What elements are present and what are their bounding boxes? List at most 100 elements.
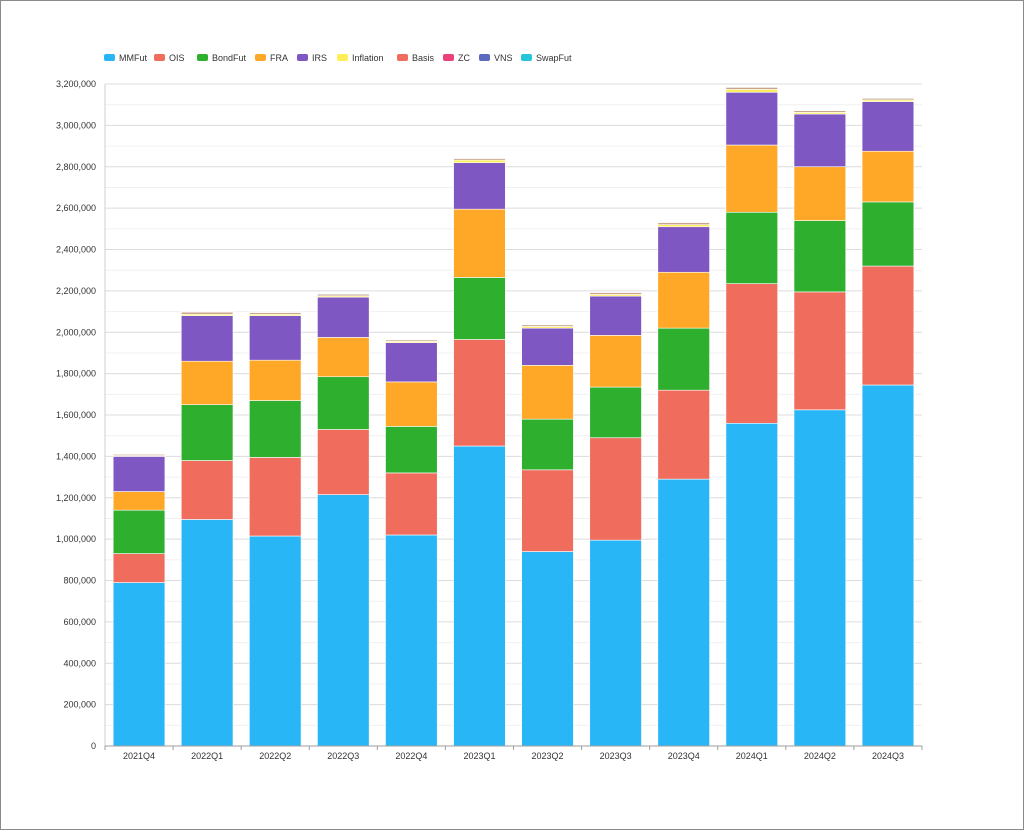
- legend-label-fra[interactable]: FRA: [270, 53, 288, 63]
- bar-2023q3-irs[interactable]: [589, 295, 642, 336]
- bar-2022q4-bondfut[interactable]: [385, 426, 438, 474]
- bar-2022q1-mmfut[interactable]: [180, 519, 234, 747]
- y-tick-label: 2,600,000: [56, 203, 96, 213]
- legend-label-swapfut[interactable]: SwapFut: [536, 53, 572, 63]
- legend-label-inflation[interactable]: Inflation: [352, 53, 384, 63]
- bar-2022q4-fra[interactable]: [385, 381, 438, 427]
- bar-2023q4-fra[interactable]: [657, 271, 710, 329]
- bar-2023q2-ois[interactable]: [521, 469, 574, 552]
- legend-label-mmfut[interactable]: MMFut: [119, 53, 147, 63]
- legend-swatch-mmfut: [104, 54, 115, 61]
- legend-swatch-bondfut: [197, 54, 208, 61]
- bars: [112, 86, 915, 747]
- bar-2024q2-bondfut[interactable]: [793, 220, 847, 293]
- y-axis: 0 200,000 400,000 600,000 800,000 1,000,000 1,…: [56, 79, 106, 751]
- bar-2021q4-bondfut[interactable]: [112, 509, 166, 554]
- bar-2022q1-basis[interactable]: [180, 311, 234, 315]
- bar-2022q1-bondfut[interactable]: [180, 404, 234, 461]
- x-axis: 2021Q4 2022Q1 2022Q2 2022Q3 2022Q4 2023Q1 2023…: [104, 745, 923, 761]
- legend-label-zc[interactable]: ZC: [458, 53, 470, 63]
- bar-2024q2-irs[interactable]: [793, 113, 847, 168]
- y-tick-label: 2,800,000: [56, 162, 96, 172]
- bar-2024q2-ois[interactable]: [793, 291, 847, 411]
- bar-2022q4-ois[interactable]: [385, 472, 438, 536]
- x-tick-label: 2023Q3: [600, 751, 632, 761]
- bar-2022q4-mmfut[interactable]: [385, 534, 438, 747]
- bar-2022q2-irs[interactable]: [249, 315, 302, 361]
- legend-swatch-vns: [479, 54, 490, 61]
- bar-2023q1-mmfut[interactable]: [453, 445, 506, 747]
- bar-2023q2-irs[interactable]: [521, 327, 574, 366]
- bar-2024q3-fra[interactable]: [861, 150, 915, 203]
- legend-label-ois[interactable]: OIS: [169, 53, 185, 63]
- bar-2024q1-irs[interactable]: [725, 91, 778, 146]
- bar-2023q2-fra[interactable]: [521, 365, 574, 420]
- bar-2022q1-fra[interactable]: [180, 360, 234, 405]
- bar-2022q2-mmfut[interactable]: [249, 535, 302, 747]
- bar-2023q3-bondfut[interactable]: [589, 386, 642, 439]
- bar-2023q4-inflation[interactable]: [657, 224, 710, 228]
- bar-2023q4-ois[interactable]: [657, 389, 710, 480]
- x-tick-label: 2023Q2: [532, 751, 564, 761]
- legend-label-irs[interactable]: IRS: [312, 53, 327, 63]
- bar-2023q4-bondfut[interactable]: [657, 327, 710, 391]
- y-tick-label: 2,000,000: [56, 327, 96, 337]
- legend-label-vns[interactable]: VNS: [494, 53, 513, 63]
- legend-label-bondfut[interactable]: BondFut: [212, 53, 247, 63]
- bar-2022q3-bondfut[interactable]: [317, 376, 370, 430]
- bar-2022q3-ois[interactable]: [317, 429, 370, 495]
- bar-2023q3-mmfut[interactable]: [589, 539, 642, 747]
- bar-2024q1-mmfut[interactable]: [725, 422, 778, 747]
- bar-2023q1-bondfut[interactable]: [453, 277, 506, 340]
- legend-swatch-inflation: [337, 54, 348, 61]
- bar-2022q1-ois[interactable]: [180, 460, 234, 520]
- bar-2021q4-irs[interactable]: [112, 456, 166, 492]
- bar-2023q4-mmfut[interactable]: [657, 478, 710, 747]
- bar-2024q2-mmfut[interactable]: [793, 409, 847, 747]
- bar-2023q2-mmfut[interactable]: [521, 551, 574, 747]
- x-tick-label: 2021Q4: [123, 751, 155, 761]
- bar-2023q4-basis[interactable]: [657, 222, 710, 225]
- bar-2022q2-fra[interactable]: [249, 359, 302, 401]
- y-tick-label: 200,000: [63, 700, 96, 710]
- bar-2023q1-fra[interactable]: [453, 208, 506, 278]
- bar-2024q3-irs[interactable]: [861, 101, 915, 152]
- bar-2023q1-ois[interactable]: [453, 339, 506, 447]
- y-tick-label: 0: [91, 741, 96, 751]
- bar-2021q4-fra[interactable]: [112, 491, 166, 511]
- legend-swatch-ois: [154, 54, 165, 61]
- bar-2023q1-irs[interactable]: [453, 162, 506, 210]
- bar-2021q4-ois[interactable]: [112, 553, 166, 583]
- y-tick-label: 1,800,000: [56, 369, 96, 379]
- legend-label-basis[interactable]: Basis: [412, 53, 435, 63]
- bar-2023q2-bondfut[interactable]: [521, 418, 574, 471]
- y-tick-label: 3,000,000: [56, 120, 96, 130]
- bar-2024q1-fra[interactable]: [725, 144, 778, 213]
- bar-2022q1-irs[interactable]: [180, 315, 234, 362]
- bar-2022q2-bondfut[interactable]: [249, 400, 302, 458]
- legend-swatch-basis: [397, 54, 408, 61]
- bar-2024q2-fra[interactable]: [793, 166, 847, 221]
- bar-2023q3-fra[interactable]: [589, 335, 642, 388]
- x-tick-label: 2022Q1: [191, 751, 223, 761]
- bar-2023q4-irs[interactable]: [657, 226, 710, 273]
- bar-2024q3-bondfut[interactable]: [861, 201, 915, 267]
- bar-2022q4-irs[interactable]: [385, 342, 438, 383]
- bar-2024q1-ois[interactable]: [725, 283, 778, 424]
- bar-2022q2-ois[interactable]: [249, 457, 302, 537]
- x-tick-label: 2022Q3: [327, 751, 359, 761]
- bar-2022q3-fra[interactable]: [317, 337, 370, 378]
- bar-2022q3-irs[interactable]: [317, 296, 370, 338]
- bar-2024q1-bondfut[interactable]: [725, 211, 778, 284]
- bar-2024q3-ois[interactable]: [861, 265, 915, 386]
- y-tick-label: 1,400,000: [56, 451, 96, 461]
- legend-swatch-swapfut: [521, 54, 532, 61]
- bar-2023q3-ois[interactable]: [589, 437, 642, 541]
- bar-2024q1-basis[interactable]: [725, 87, 778, 90]
- bar-2023q1-inflation[interactable]: [453, 159, 506, 163]
- bar-2024q3-mmfut[interactable]: [861, 384, 915, 747]
- bar-2021q4-mmfut[interactable]: [112, 582, 166, 747]
- bar-2022q3-mmfut[interactable]: [317, 494, 370, 747]
- bar-2024q1-inflation[interactable]: [725, 89, 778, 93]
